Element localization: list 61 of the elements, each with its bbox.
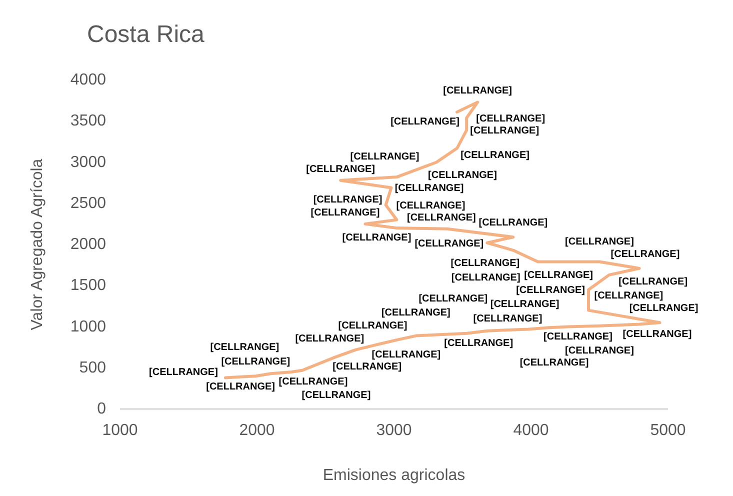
data-label: [CELLRANGE] xyxy=(470,126,540,137)
data-label: [CELLRANGE] xyxy=(443,86,512,97)
data-label: [CELLRANGE] xyxy=(396,200,466,212)
y-axis-title: Valor Agregado Agrícola xyxy=(29,158,46,330)
data-label: [CELLRANGE] xyxy=(444,338,514,349)
data-label: [CELLRANGE] xyxy=(610,248,680,260)
y-tick-label: 4000 xyxy=(70,72,106,88)
data-label: [CELLRANGE] xyxy=(221,356,290,368)
data-label: [CELLRANGE] xyxy=(342,232,412,244)
data-label: [CELLRANGE] xyxy=(450,258,520,269)
x-tick-label: 2000 xyxy=(239,422,275,439)
y-tick-label: 2000 xyxy=(70,236,106,253)
data-label: [CELLRANGE] xyxy=(210,342,280,354)
data-label: [CELLRANGE] xyxy=(390,116,460,128)
data-label: [CELLRANGE] xyxy=(544,331,612,342)
y-tick-label: 3000 xyxy=(70,154,106,171)
data-label: [CELLRANGE] xyxy=(206,381,276,392)
data-label: [CELLRANGE] xyxy=(618,276,688,288)
y-tick-label: 3500 xyxy=(70,112,106,130)
data-label: [CELLRANGE] xyxy=(473,314,542,325)
data-label: [CELLRANGE] xyxy=(565,345,634,356)
data-label: [CELLRANGE] xyxy=(381,307,450,318)
data-label: [CELLRANGE] xyxy=(302,390,371,401)
y-tick-label: 1500 xyxy=(70,277,106,294)
data-label: [CELLRANGE] xyxy=(295,333,364,344)
data-label: [CELLRANGE] xyxy=(310,207,380,218)
y-tick-label: 2500 xyxy=(70,194,106,212)
data-label: [CELLRANGE] xyxy=(372,349,441,360)
data-label: [CELLRANGE] xyxy=(594,290,664,302)
data-label: [CELLRANGE] xyxy=(306,164,376,175)
x-axis-title: Emisiones agricolas xyxy=(322,467,466,484)
data-label: [CELLRANGE] xyxy=(460,150,530,161)
data-label: [CELLRANGE] xyxy=(516,284,585,296)
data-label: [CELLRANGE] xyxy=(476,113,546,124)
data-label: [CELLRANGE] xyxy=(629,303,698,314)
data-label: [CELLRANGE] xyxy=(622,328,692,340)
y-tick-label: 1000 xyxy=(70,318,106,336)
x-tick-label: 1000 xyxy=(102,422,138,439)
data-label: [CELLRANGE] xyxy=(149,367,218,378)
data-label: [CELLRANGE] xyxy=(520,358,589,369)
data-label: [CELLRANGE] xyxy=(565,236,634,248)
data-label: [CELLRANGE] xyxy=(418,293,488,304)
data-label: [CELLRANGE] xyxy=(313,194,382,206)
data-label: [CELLRANGE] xyxy=(394,183,464,194)
chart-title: Costa Rica xyxy=(87,21,206,48)
y-tick-label: 0 xyxy=(97,400,106,418)
x-tick-label: 5000 xyxy=(650,422,686,439)
data-label: [CELLRANGE] xyxy=(414,238,484,250)
data-label: [CELLRANGE] xyxy=(406,212,476,224)
data-label: [CELLRANGE] xyxy=(478,218,548,229)
data-label: [CELLRANGE] xyxy=(350,152,420,163)
x-tick-label: 3000 xyxy=(376,422,412,439)
data-label: [CELLRANGE] xyxy=(451,272,520,284)
data-label: [CELLRANGE] xyxy=(332,362,402,373)
data-label: [CELLRANGE] xyxy=(428,170,497,181)
data-label: [CELLRANGE] xyxy=(490,299,560,310)
data-label: [CELLRANGE] xyxy=(338,320,408,332)
data-label: [CELLRANGE] xyxy=(524,270,593,282)
x-tick-label: 4000 xyxy=(513,422,549,439)
data-label: [CELLRANGE] xyxy=(278,376,348,388)
y-tick-label: 500 xyxy=(79,359,106,376)
